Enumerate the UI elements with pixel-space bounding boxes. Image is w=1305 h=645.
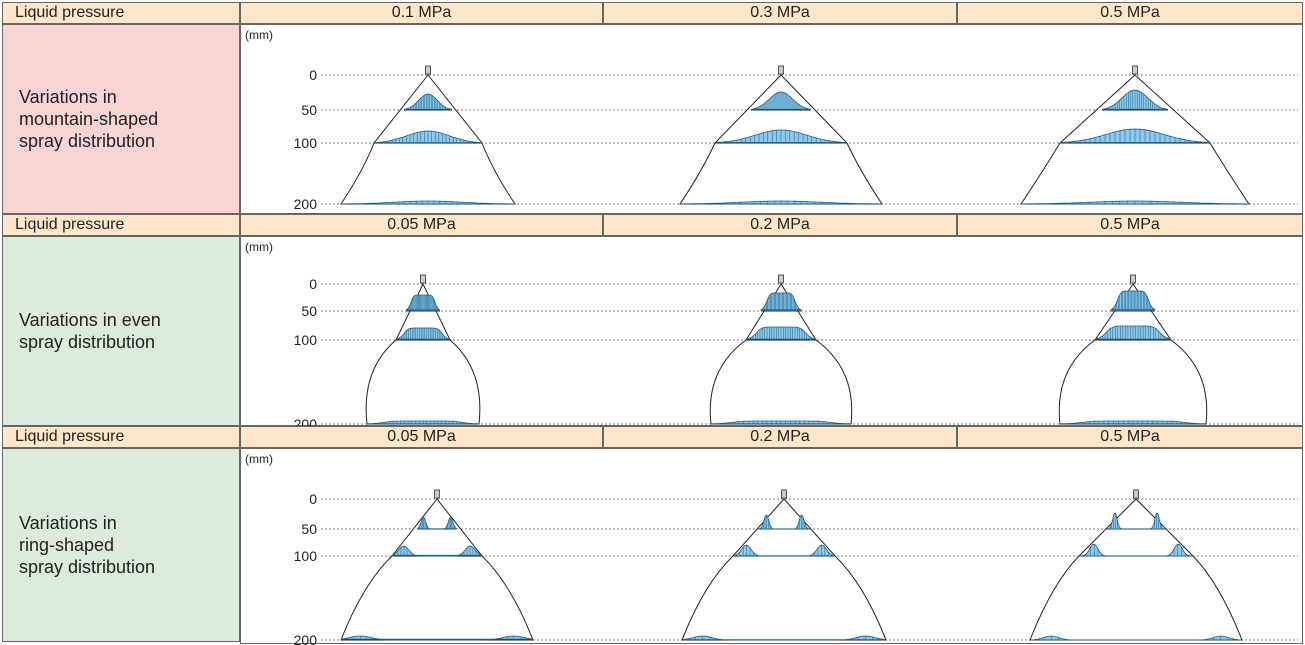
section-2-pressure-1: 0.05 MPa: [240, 214, 603, 236]
section-3-pressure-3: 0.5 MPa: [957, 426, 1303, 448]
section-1-spray-diagram: (mm) 0 50 100 200: [245, 28, 1298, 212]
header-label-text: Liquid pressure: [15, 4, 125, 21]
pressure-label: 0.3 MPa: [750, 4, 810, 21]
nozzle-icon: [778, 65, 784, 75]
section-1-pressure-2: 0.3 MPa: [603, 2, 957, 24]
pressure-label: 0.5 MPa: [1100, 4, 1160, 21]
section-1-pressure-1: 0.1 MPa: [240, 2, 603, 24]
nozzle-icon: [1133, 489, 1139, 499]
depth-tick-label: 200: [294, 416, 318, 427]
nozzle-icon: [778, 274, 784, 284]
pressure-label: 0.2 MPa: [750, 428, 810, 445]
depth-tick-label: 100: [294, 332, 318, 348]
section-2-title: Variations in even spray distribution: [2, 236, 240, 426]
pressure-label: 0.5 MPa: [1100, 216, 1160, 233]
section-2-spray-diagram: (mm) 0 50 100 200: [245, 240, 1298, 427]
section-3-pressure-2: 0.2 MPa: [603, 426, 957, 448]
axis-unit-label: (mm): [245, 28, 273, 42]
section-3-pressure-1: 0.05 MPa: [240, 426, 603, 448]
depth-tick-label: 200: [294, 632, 318, 645]
header-label-text: Liquid pressure: [15, 216, 125, 233]
section-2-pressure-3: 0.5 MPa: [957, 214, 1303, 236]
pressure-label: 0.1 MPa: [391, 4, 452, 21]
nozzle-icon: [1130, 274, 1136, 284]
nozzle-icon: [425, 65, 431, 75]
pressure-label: 0.05 MPa: [387, 428, 456, 445]
pressure-label: 0.05 MPa: [387, 216, 456, 233]
section-1-title: Variations in mountain-shaped spray dist…: [2, 24, 240, 214]
section-3-diagram-panel: (mm) 0 50 100 200: [240, 448, 1303, 645]
pressure-label: 0.5 MPa: [1100, 428, 1160, 445]
nozzle-icon: [1132, 65, 1138, 75]
axis-unit-label: (mm): [245, 240, 273, 254]
depth-tick-label: 0: [309, 67, 317, 83]
pressure-label: 0.2 MPa: [750, 216, 810, 233]
section-2-header-label: Liquid pressure: [2, 214, 240, 236]
section-3-spray-diagram: (mm) 0 50 100 200: [245, 452, 1298, 645]
nozzle-icon: [434, 489, 440, 499]
section-1-diagram-panel: (mm) 0 50 100 200: [240, 24, 1303, 214]
section-1-header-label: Liquid pressure: [2, 2, 240, 24]
depth-tick-label: 50: [301, 303, 317, 319]
section-2-pressure-2: 0.2 MPa: [603, 214, 957, 236]
spray-cone-outline: [681, 498, 887, 641]
depth-tick-label: 200: [294, 196, 318, 212]
depth-tick-label: 0: [309, 276, 317, 292]
section-title-text: Variations in even spray distribution: [19, 310, 161, 352]
depth-tick-label: 100: [294, 135, 318, 151]
spray-cone-outline: [340, 498, 534, 641]
nozzle-icon: [781, 489, 787, 499]
section-title-text: Variations in mountain-shaped spray dist…: [19, 87, 159, 151]
depth-tick-label: 0: [309, 491, 317, 507]
depth-tick-label: 100: [294, 548, 318, 564]
spray-cone-outline: [1029, 498, 1243, 641]
section-1-pressure-3: 0.5 MPa: [957, 2, 1303, 24]
depth-tick-label: 50: [301, 102, 317, 118]
section-title-text: Variations in ring-shaped spray distribu…: [19, 513, 156, 577]
depth-tick-label: 50: [301, 521, 317, 537]
section-3-title: Variations in ring-shaped spray distribu…: [2, 448, 240, 642]
axis-unit-label: (mm): [245, 452, 273, 466]
header-label-text: Liquid pressure: [15, 428, 125, 445]
section-2-diagram-panel: (mm) 0 50 100 200: [240, 236, 1303, 427]
nozzle-icon: [420, 274, 426, 284]
section-3-header-label: Liquid pressure: [2, 426, 240, 448]
